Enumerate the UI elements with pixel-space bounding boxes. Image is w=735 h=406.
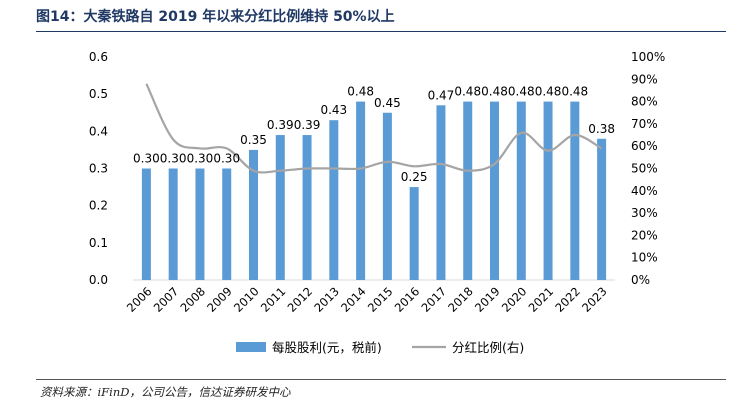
x-tick-label: 2013 xyxy=(311,284,342,315)
x-tick-label: 2019 xyxy=(472,284,503,315)
dividend-bar xyxy=(222,168,232,280)
dividend-bar xyxy=(275,135,285,280)
bar-data-label: 0.48 xyxy=(535,85,562,99)
bar-data-label: 0.48 xyxy=(347,85,374,99)
x-tick-label: 2016 xyxy=(392,284,423,315)
bar-data-label: 0.48 xyxy=(454,85,481,99)
dividend-bar xyxy=(382,112,392,280)
y2-tick-label: 20% xyxy=(631,228,658,242)
y2-tick-label: 80% xyxy=(631,95,658,109)
x-tick-label: 2015 xyxy=(365,284,396,315)
dividend-bar xyxy=(249,149,258,280)
dividend-bar xyxy=(543,101,553,280)
dividend-bar xyxy=(409,187,419,280)
source-note: 资料来源：iFinD，公司公告，信达证券研发中心 xyxy=(40,385,291,399)
x-tick-label: 2009 xyxy=(204,284,235,315)
dividend-bar xyxy=(490,101,499,280)
bar-data-label: 0.48 xyxy=(561,85,588,99)
bar-data-label: 0.39 xyxy=(294,118,321,132)
bar-data-label: 0.25 xyxy=(401,170,428,184)
bar-data-label: 0.48 xyxy=(508,85,535,99)
y2-tick-label: 10% xyxy=(631,251,658,265)
y2-tick-label: 0% xyxy=(631,273,650,287)
x-tick-label: 2017 xyxy=(418,284,449,315)
x-tick-label: 2014 xyxy=(338,284,369,315)
bar-data-label: 0.30 xyxy=(133,152,160,166)
y2-tick-label: 100% xyxy=(631,50,665,64)
dividend-bar xyxy=(463,101,473,280)
dividend-bar xyxy=(168,168,178,280)
y-tick-label: 0.4 xyxy=(89,124,108,138)
bar-data-label: 0.39 xyxy=(267,118,294,132)
bar-data-label: 0.30 xyxy=(187,152,214,166)
y2-tick-label: 60% xyxy=(631,139,658,153)
y2-tick-label: 30% xyxy=(631,206,658,220)
y-tick-label: 0.3 xyxy=(89,162,108,176)
x-tick-label: 2008 xyxy=(177,284,208,315)
bar-data-label: 0.43 xyxy=(320,103,347,117)
bar-data-label: 0.48 xyxy=(481,85,508,99)
y-tick-label: 0.5 xyxy=(89,87,108,101)
x-tick-label: 2018 xyxy=(445,284,476,315)
y2-tick-label: 90% xyxy=(631,72,658,86)
dividend-bar xyxy=(570,101,580,280)
bar-data-label: 0.30 xyxy=(160,152,187,166)
x-tick-label: 2011 xyxy=(258,284,289,315)
legend-bar-swatch xyxy=(236,342,266,352)
x-tick-label: 2006 xyxy=(124,284,155,315)
y-tick-label: 0.1 xyxy=(89,236,108,250)
x-tick-label: 2007 xyxy=(151,284,182,315)
x-tick-label: 2010 xyxy=(231,284,262,315)
dividend-bar xyxy=(195,168,205,280)
dividend-bar xyxy=(436,105,446,280)
y-tick-label: 0.6 xyxy=(89,50,108,64)
dividend-bar xyxy=(329,120,339,280)
bar-data-label: 0.45 xyxy=(374,96,401,110)
x-tick-label: 2023 xyxy=(579,284,610,315)
dividend-bar xyxy=(141,168,151,280)
figure-title: 图14：大秦铁路自 2019 年以来分红比例维持 50%以上 xyxy=(36,9,395,25)
bar-data-label: 0.30 xyxy=(213,152,240,166)
dividend-bar xyxy=(597,138,607,280)
y-tick-label: 0.0 xyxy=(89,273,108,287)
bar-data-label: 0.38 xyxy=(588,122,615,136)
dividend-bar xyxy=(356,101,366,280)
bar-data-label: 0.47 xyxy=(428,88,455,102)
y2-tick-label: 50% xyxy=(631,162,658,176)
x-tick-label: 2021 xyxy=(526,284,557,315)
y2-tick-label: 70% xyxy=(631,117,658,131)
title-divider xyxy=(36,31,726,32)
y-tick-label: 0.2 xyxy=(89,199,108,213)
legend-bar-label: 每股股利(元，税前) xyxy=(272,340,382,355)
dividend-chart: 0.0 0.1 0.2 0.3 0.4 0.5 0.6 0% 10% 20% 30% 40% 50% 60… xyxy=(89,50,665,355)
y2-tick-label: 40% xyxy=(631,184,658,198)
dividend-bar xyxy=(516,101,526,280)
bar-data-label: 0.35 xyxy=(240,133,267,147)
x-tick-label: 2020 xyxy=(499,284,530,315)
x-tick-label: 2022 xyxy=(552,284,583,315)
dividend-bar xyxy=(302,135,312,280)
source-divider xyxy=(36,379,726,380)
legend-line-label: 分红比例(右) xyxy=(452,340,524,355)
payout-ratio-line xyxy=(145,83,603,174)
x-tick-label: 2012 xyxy=(285,284,316,315)
